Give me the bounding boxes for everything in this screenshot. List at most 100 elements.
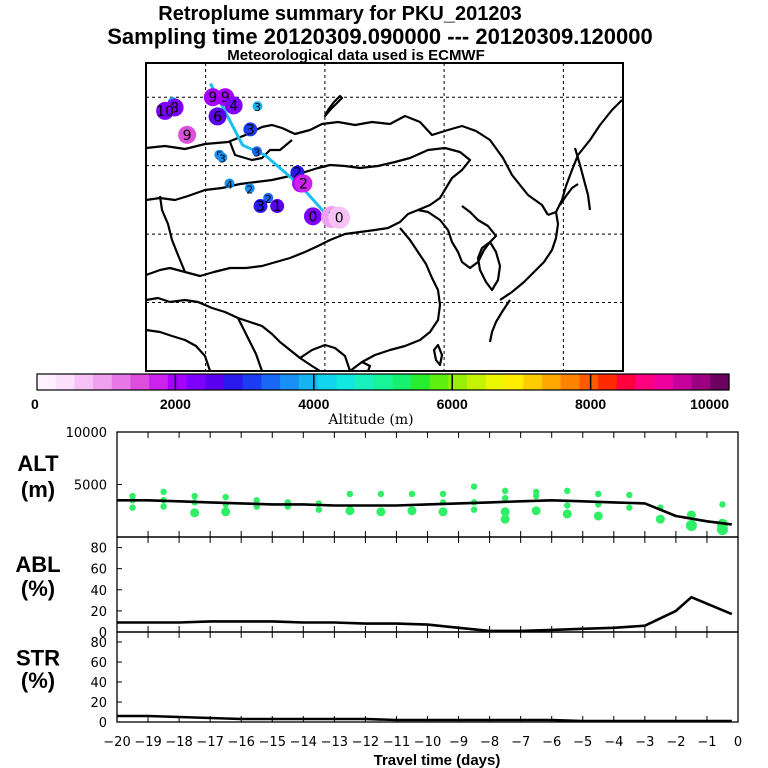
plume-point-23 xyxy=(328,206,351,229)
colorbar-swatch-12 xyxy=(261,374,281,390)
panel-label-str: STR xyxy=(16,645,60,670)
colorbar-swatch-28 xyxy=(560,374,580,390)
time-series-panels: ALT(m) 500010000ABL(%)020406080STR(%)0204… xyxy=(15,426,742,750)
colorbar-swatch-31 xyxy=(616,374,637,390)
colorbar-swatch-32 xyxy=(635,374,655,390)
xtick-label--17: −17 xyxy=(196,735,223,750)
plume-point-20 xyxy=(270,199,285,214)
colorbar-swatch-6 xyxy=(149,374,169,390)
alt-point-43 xyxy=(626,491,633,499)
plume-point-label-11: 3 xyxy=(219,152,226,165)
xtick-label--4: −4 xyxy=(604,735,623,750)
plume-point-5 xyxy=(203,88,222,107)
xtick-label--19: −19 xyxy=(134,735,161,750)
alt-point-32 xyxy=(500,507,510,517)
alt-point-5 xyxy=(160,503,167,510)
plume-point-label-19: 3 xyxy=(256,199,265,215)
colorbar-tick-2000: 2000 xyxy=(160,396,191,412)
alt-point-24 xyxy=(439,490,447,498)
panel-frame-abl xyxy=(116,536,739,633)
plume-point-12 xyxy=(251,146,262,157)
colorbar-swatch-8 xyxy=(186,374,206,390)
alt-point-42 xyxy=(593,511,603,521)
alt-point-48 xyxy=(685,519,697,531)
colorbar-swatch-18 xyxy=(373,374,393,390)
xtick-label--3: −3 xyxy=(635,735,654,750)
alt-point-8 xyxy=(190,508,200,518)
alt-point-51 xyxy=(716,524,728,536)
plume-point-label-21: 0 xyxy=(308,209,317,225)
colorbar-swatch-22 xyxy=(448,374,468,390)
colorbar-swatch-26 xyxy=(523,374,543,390)
alt-point-21 xyxy=(376,507,386,517)
xtick-label--7: −7 xyxy=(511,735,530,750)
colorbar-swatch-14 xyxy=(298,374,319,390)
met-data-note: Meteorological data used is ECMWF xyxy=(227,47,485,64)
colorbar-swatch-10 xyxy=(224,374,244,390)
plume-point-4 xyxy=(208,107,227,126)
colorbar-swatch-27 xyxy=(541,374,562,390)
alt-point-27 xyxy=(470,483,478,490)
alt-point-30 xyxy=(501,487,509,494)
plume-point-18 xyxy=(263,192,274,203)
plume-point-19 xyxy=(253,199,268,214)
ytick-label-abl-80: 80 xyxy=(90,542,107,557)
str-line xyxy=(117,714,732,723)
alt-point-9 xyxy=(222,493,229,501)
alt-point-17 xyxy=(315,506,323,513)
plume-point-label-13: 4 xyxy=(226,178,233,191)
ytick-label-abl-20: 20 xyxy=(90,605,107,620)
colorbar-swatch-33 xyxy=(654,374,674,390)
colorbar-swatch-3 xyxy=(93,374,113,390)
panel-label-abl: ABL xyxy=(15,552,60,577)
plume-point-21 xyxy=(303,207,322,226)
colorbar-ticks: 0 2000 4000 6000 8000 10000 xyxy=(31,374,729,412)
colorbar-swatch-5 xyxy=(130,374,150,390)
plume-point-label-12: 3 xyxy=(253,146,260,159)
plume-point-9 xyxy=(243,122,258,137)
plume-point-17 xyxy=(244,183,255,194)
colorbar-tick-4000: 4000 xyxy=(298,396,329,412)
plume-point-label-17: 2 xyxy=(246,183,253,196)
alt-point-11 xyxy=(221,507,231,517)
alt-line xyxy=(117,499,732,526)
colorbar-swatch-25 xyxy=(504,374,524,390)
colorbar-swatch-29 xyxy=(579,374,599,390)
colorbar-swatch-35 xyxy=(691,374,711,390)
plume-point-13 xyxy=(224,178,235,189)
map-panel: 4810969943353342222231010 xyxy=(145,62,624,372)
alt-point-19 xyxy=(345,506,355,516)
plume-point-label-18: 2 xyxy=(265,193,272,206)
plume-point-label-9: 3 xyxy=(246,122,255,138)
xtick-label--9: −9 xyxy=(449,735,468,750)
alt-point-2 xyxy=(129,504,136,511)
colorbar-swatch-30 xyxy=(598,374,618,390)
colorbar-swatch-36 xyxy=(710,374,730,390)
alt-point-37 xyxy=(564,487,571,494)
xtick-label--10: −10 xyxy=(414,735,441,750)
colorbar-tick-6000: 6000 xyxy=(437,396,468,412)
plume-point-label-5: 9 xyxy=(208,90,217,106)
alt-point-31 xyxy=(501,494,509,502)
colorbar-swatch-9 xyxy=(205,374,225,390)
figure-title: Retroplume summary for PKU_201203 xyxy=(158,3,521,25)
plume-track xyxy=(209,82,326,214)
plume-point-label-2: 10 xyxy=(156,104,174,120)
xtick-label--6: −6 xyxy=(542,735,561,750)
ytick-label-abl-40: 40 xyxy=(90,584,107,599)
xtick-label--14: −14 xyxy=(290,735,317,750)
plume-point-label-4: 6 xyxy=(213,109,222,125)
panel-unit-abl: (%) xyxy=(21,576,55,601)
colorbar-swatch-23 xyxy=(467,374,487,390)
xtick-label--2: −2 xyxy=(666,735,685,750)
ytick-label-str-20: 20 xyxy=(90,696,107,711)
colorbar-swatch-13 xyxy=(280,374,300,390)
colorbar-swatch-24 xyxy=(485,374,506,390)
plume-point-label-23: 0 xyxy=(335,211,344,227)
colorbar-tick-8000: 8000 xyxy=(575,396,606,412)
alt-point-18 xyxy=(346,490,354,498)
alt-point-49 xyxy=(719,501,726,508)
xtick-label--8: −8 xyxy=(480,735,499,750)
plume-point-label-3: 9 xyxy=(183,128,192,144)
